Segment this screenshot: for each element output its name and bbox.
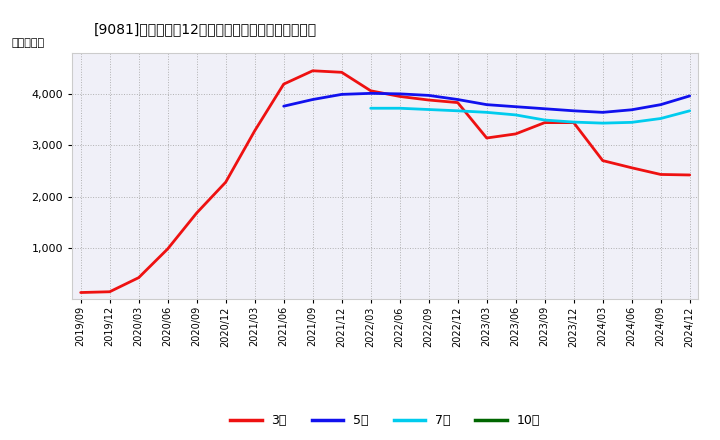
3年 bbox=[657, 172, 665, 177]
3年 bbox=[685, 172, 694, 178]
5年 bbox=[685, 93, 694, 99]
3年 bbox=[105, 289, 114, 294]
3年 bbox=[279, 81, 288, 87]
3年 bbox=[598, 158, 607, 163]
7年 bbox=[454, 108, 462, 114]
3年 bbox=[627, 165, 636, 170]
3年 bbox=[76, 290, 85, 295]
Text: [9081]　経常利益12か月移動合計の標準偏差の推移: [9081] 経常利益12か月移動合計の標準偏差の推移 bbox=[94, 22, 317, 36]
Y-axis label: （百万円）: （百万円） bbox=[12, 38, 45, 48]
7年 bbox=[657, 116, 665, 121]
7年 bbox=[395, 106, 404, 111]
7年 bbox=[511, 112, 520, 117]
Line: 7年: 7年 bbox=[371, 108, 690, 123]
5年 bbox=[541, 106, 549, 111]
Line: 5年: 5年 bbox=[284, 93, 690, 112]
5年 bbox=[454, 97, 462, 102]
3年 bbox=[570, 120, 578, 125]
5年 bbox=[627, 107, 636, 112]
3年 bbox=[221, 180, 230, 185]
Line: 3年: 3年 bbox=[81, 71, 690, 293]
5年 bbox=[424, 93, 433, 98]
3年 bbox=[308, 68, 317, 73]
7年 bbox=[598, 121, 607, 126]
Legend: 3年, 5年, 7年, 10年: 3年, 5年, 7年, 10年 bbox=[225, 409, 545, 432]
3年 bbox=[251, 128, 259, 133]
5年 bbox=[338, 92, 346, 97]
3年 bbox=[511, 131, 520, 136]
5年 bbox=[570, 108, 578, 114]
7年 bbox=[541, 117, 549, 123]
5年 bbox=[395, 91, 404, 96]
3年 bbox=[395, 94, 404, 99]
5年 bbox=[482, 102, 491, 107]
3年 bbox=[135, 275, 143, 280]
3年 bbox=[366, 88, 375, 93]
5年 bbox=[279, 103, 288, 109]
3年 bbox=[192, 210, 201, 216]
3年 bbox=[482, 136, 491, 141]
7年 bbox=[685, 108, 694, 114]
3年 bbox=[163, 246, 172, 252]
5年 bbox=[366, 91, 375, 96]
3年 bbox=[424, 97, 433, 103]
5年 bbox=[598, 110, 607, 115]
5年 bbox=[511, 104, 520, 109]
7年 bbox=[627, 120, 636, 125]
3年 bbox=[541, 120, 549, 125]
7年 bbox=[366, 106, 375, 111]
3年 bbox=[338, 70, 346, 75]
5年 bbox=[308, 97, 317, 102]
3年 bbox=[454, 100, 462, 105]
7年 bbox=[482, 110, 491, 115]
7年 bbox=[424, 107, 433, 112]
5年 bbox=[657, 102, 665, 107]
7年 bbox=[570, 119, 578, 125]
